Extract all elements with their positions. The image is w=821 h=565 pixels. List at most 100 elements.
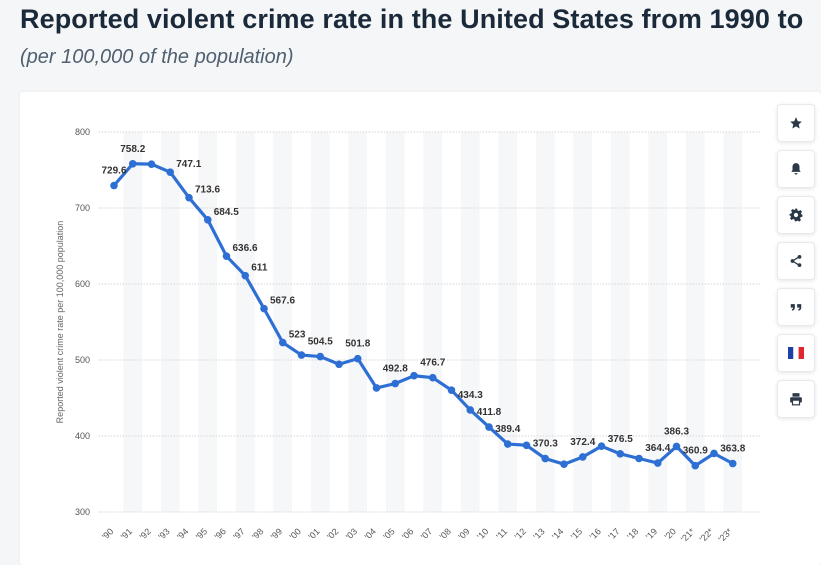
column-band (723, 132, 743, 512)
data-point (110, 181, 118, 190)
y-tick-label: 600 (75, 279, 90, 289)
column-band (423, 132, 443, 512)
data-label: 492.8 (383, 364, 408, 375)
column-band (573, 132, 593, 512)
column-band (460, 132, 480, 512)
page-subtitle: (per 100,000 of the population) (20, 46, 294, 68)
data-point (616, 450, 625, 458)
data-label: 758.2 (120, 144, 145, 155)
data-label: 364.4 (645, 443, 670, 454)
notification-button[interactable] (777, 150, 815, 188)
data-label: 376.5 (608, 434, 633, 445)
data-point (335, 360, 343, 369)
data-point (597, 442, 606, 450)
printer-icon (790, 393, 802, 406)
data-label: 729.6 (101, 166, 126, 177)
x-tick-label: '91 (119, 526, 134, 541)
share-button[interactable] (777, 242, 815, 280)
column-band (610, 132, 630, 512)
x-tick-label: '05 (381, 526, 396, 541)
data-point (447, 386, 456, 394)
data-point (185, 193, 193, 202)
data-label: 684.5 (214, 207, 239, 218)
data-point (241, 271, 250, 280)
french-flag-icon (788, 347, 804, 359)
x-tick-label: '16 (588, 526, 603, 541)
page-title: Reported violent crime rate in the Unite… (20, 4, 804, 34)
bell-icon (791, 163, 801, 175)
data-point (391, 379, 400, 388)
data-label: 636.6 (233, 243, 258, 254)
column-band (385, 132, 405, 512)
x-tick-label: '21* (679, 526, 697, 544)
citation-button[interactable] (777, 288, 815, 326)
data-point (728, 459, 737, 468)
data-point (372, 384, 381, 392)
data-point (203, 215, 212, 224)
print-button[interactable] (777, 380, 815, 418)
data-point (166, 168, 175, 177)
data-label: 504.5 (308, 337, 333, 348)
data-label: 411.8 (477, 407, 502, 418)
x-tick-label: '09 (456, 526, 471, 541)
column-band (498, 132, 518, 512)
x-tick-label: '99 (269, 526, 284, 541)
data-label: 434.3 (458, 390, 483, 401)
column-band (123, 132, 143, 512)
x-tick-label: '94 (175, 526, 190, 541)
x-tick-label: '95 (194, 526, 209, 541)
data-label: 476.7 (420, 358, 445, 369)
column-band (535, 132, 555, 512)
data-label: 370.3 (533, 439, 558, 450)
data-label: 523 (289, 330, 306, 341)
favorite-button[interactable] (777, 104, 815, 142)
settings-button[interactable] (777, 196, 815, 234)
y-axis-title: Reported violent crime rate per 100,000 … (55, 221, 65, 424)
data-point (485, 423, 493, 431)
column-band (348, 132, 368, 512)
data-point (672, 442, 681, 451)
data-point (353, 354, 362, 363)
x-tick-label: '04 (363, 526, 378, 541)
x-tick-label: '08 (438, 526, 453, 541)
share-icon (790, 255, 802, 267)
x-tick-label: '20 (663, 526, 678, 541)
language-button[interactable] (777, 334, 815, 372)
data-point (316, 352, 325, 361)
data-point (222, 252, 231, 260)
x-tick-label: '14 (550, 526, 565, 541)
x-tick-label: '18 (625, 526, 640, 541)
data-point (428, 373, 437, 382)
data-point (297, 351, 306, 359)
y-tick-label: 700 (75, 203, 90, 213)
x-tick-label: '07 (419, 526, 434, 541)
gear-icon (789, 208, 803, 222)
data-point (278, 338, 287, 347)
data-point (128, 159, 137, 168)
data-label: 363.8 (720, 444, 745, 455)
x-tick-label: '02 (325, 526, 340, 541)
x-tick-label: '92 (138, 526, 153, 541)
data-point (541, 454, 550, 463)
column-band (235, 132, 255, 512)
column-band (160, 132, 180, 512)
data-label: 389.4 (495, 424, 520, 435)
data-point (147, 160, 156, 168)
x-tick-label: '19 (644, 526, 659, 541)
x-tick-label: '96 (213, 526, 228, 541)
x-tick-label: '97 (231, 526, 246, 541)
data-point (710, 449, 718, 458)
y-tick-label: 500 (75, 355, 90, 365)
x-tick-label: '12 (513, 526, 528, 541)
column-band (273, 132, 293, 512)
x-tick-label: '06 (400, 526, 415, 541)
data-label: 713.6 (195, 185, 220, 196)
x-tick-label: '00 (288, 526, 303, 541)
chart-card: 300 400 500 600 700 800 Reported violent crime… (20, 92, 821, 565)
data-point (691, 461, 700, 470)
data-point (653, 459, 662, 467)
data-label: 372.4 (570, 437, 595, 448)
y-tick-label: 400 (75, 431, 90, 441)
x-tick-label: '98 (250, 526, 265, 541)
x-tick-label: '10 (475, 526, 490, 541)
